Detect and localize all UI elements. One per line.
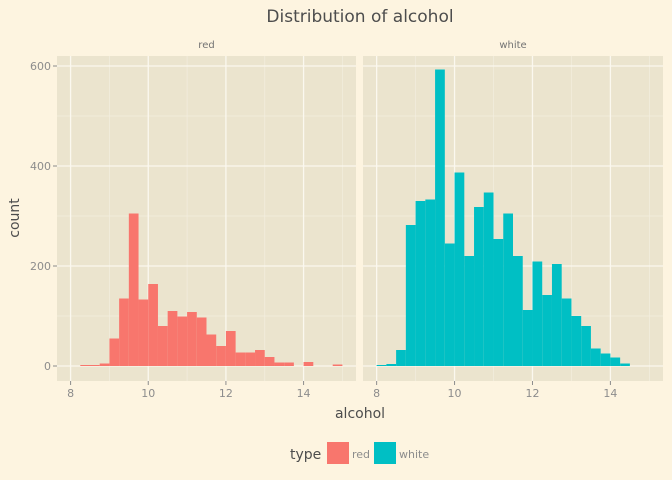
histogram-bar (444, 243, 455, 366)
histogram-bar (376, 365, 387, 366)
facet-panels: red white (57, 34, 663, 381)
histogram-bar (620, 363, 630, 366)
histogram-bar (513, 256, 523, 366)
legend-key-white (374, 442, 396, 464)
histogram-bar (474, 207, 484, 366)
facet-strip-label: red (198, 40, 214, 51)
histogram-bar (138, 299, 149, 366)
legend-key-red (327, 442, 349, 464)
histogram-bar (396, 350, 406, 366)
histogram-bar (493, 239, 504, 366)
histogram-bar (303, 362, 314, 366)
facet-strip (363, 34, 663, 56)
y-tick-label: 200 (30, 260, 51, 273)
histogram-bar (284, 362, 294, 366)
histogram-bar (464, 256, 475, 366)
histogram-bar (503, 213, 513, 366)
panel-red: red (57, 34, 356, 381)
histogram-bar (90, 365, 100, 366)
histogram-bar (542, 295, 552, 366)
histogram-bar (99, 363, 110, 366)
histogram-bar (561, 298, 572, 366)
x-tick-label: 14 (603, 387, 617, 400)
y-tick-label: 0 (44, 360, 51, 373)
histogram-bar (610, 357, 621, 366)
histogram-bar (264, 357, 275, 366)
histogram-bar (119, 298, 129, 366)
histogram-bar (225, 331, 236, 366)
x-tick-label: 14 (297, 387, 311, 400)
histogram-bar (332, 364, 343, 366)
histogram-bar (415, 201, 426, 366)
histogram-bar (216, 346, 226, 366)
y-tick-label: 400 (30, 160, 51, 173)
histogram-bar (187, 312, 197, 366)
histogram-bar (128, 213, 139, 366)
histogram-bar (196, 317, 207, 366)
facet-strip-label: white (499, 40, 526, 51)
legend-label-white: white (399, 448, 429, 461)
histogram-bar (255, 350, 265, 366)
histogram-bar (386, 364, 397, 366)
histogram-bar (425, 199, 436, 366)
x-axis-title: alcohol (335, 406, 385, 422)
x-tick-label: 12 (219, 387, 233, 400)
histogram-bar (148, 284, 158, 366)
histogram-bar (206, 334, 217, 366)
histogram-bar (435, 69, 445, 366)
histogram-bar (581, 326, 591, 366)
x-tick-label: 8 (373, 387, 380, 400)
histogram-bar (157, 326, 168, 366)
histogram-bar (274, 362, 285, 366)
histogram-bar (405, 225, 416, 366)
histogram-bar (532, 261, 543, 366)
x-tick-label: 8 (67, 387, 74, 400)
x-tick-label: 10 (141, 387, 155, 400)
x-axis-ticks: 8 10 12 14 8 10 12 14 (67, 381, 617, 400)
y-axis-title: count (7, 198, 23, 238)
histogram-bar (167, 311, 178, 366)
legend-title: type (290, 447, 321, 463)
histogram-bar (600, 353, 611, 366)
y-axis-ticks: 0 200 400 600 (30, 60, 57, 373)
x-tick-label: 10 (448, 387, 462, 400)
histogram-bar (590, 348, 601, 366)
histogram-bar (80, 365, 91, 366)
histogram-bar (454, 172, 465, 366)
y-tick-label: 600 (30, 60, 51, 73)
histogram-bar (177, 316, 188, 366)
histogram-bar (245, 352, 256, 366)
panel-white: white (363, 34, 663, 381)
histogram-bar (571, 316, 582, 366)
histogram-bar (235, 352, 246, 366)
x-tick-label: 12 (525, 387, 539, 400)
legend: type red white (290, 442, 429, 464)
facet-strip (57, 34, 356, 56)
histogram-bar (483, 192, 494, 366)
legend-label-red: red (352, 448, 370, 461)
chart-title: Distribution of alcohol (266, 7, 453, 27)
histogram-bar (551, 264, 562, 366)
histogram-bar (109, 338, 120, 366)
histogram-bar (522, 310, 533, 366)
